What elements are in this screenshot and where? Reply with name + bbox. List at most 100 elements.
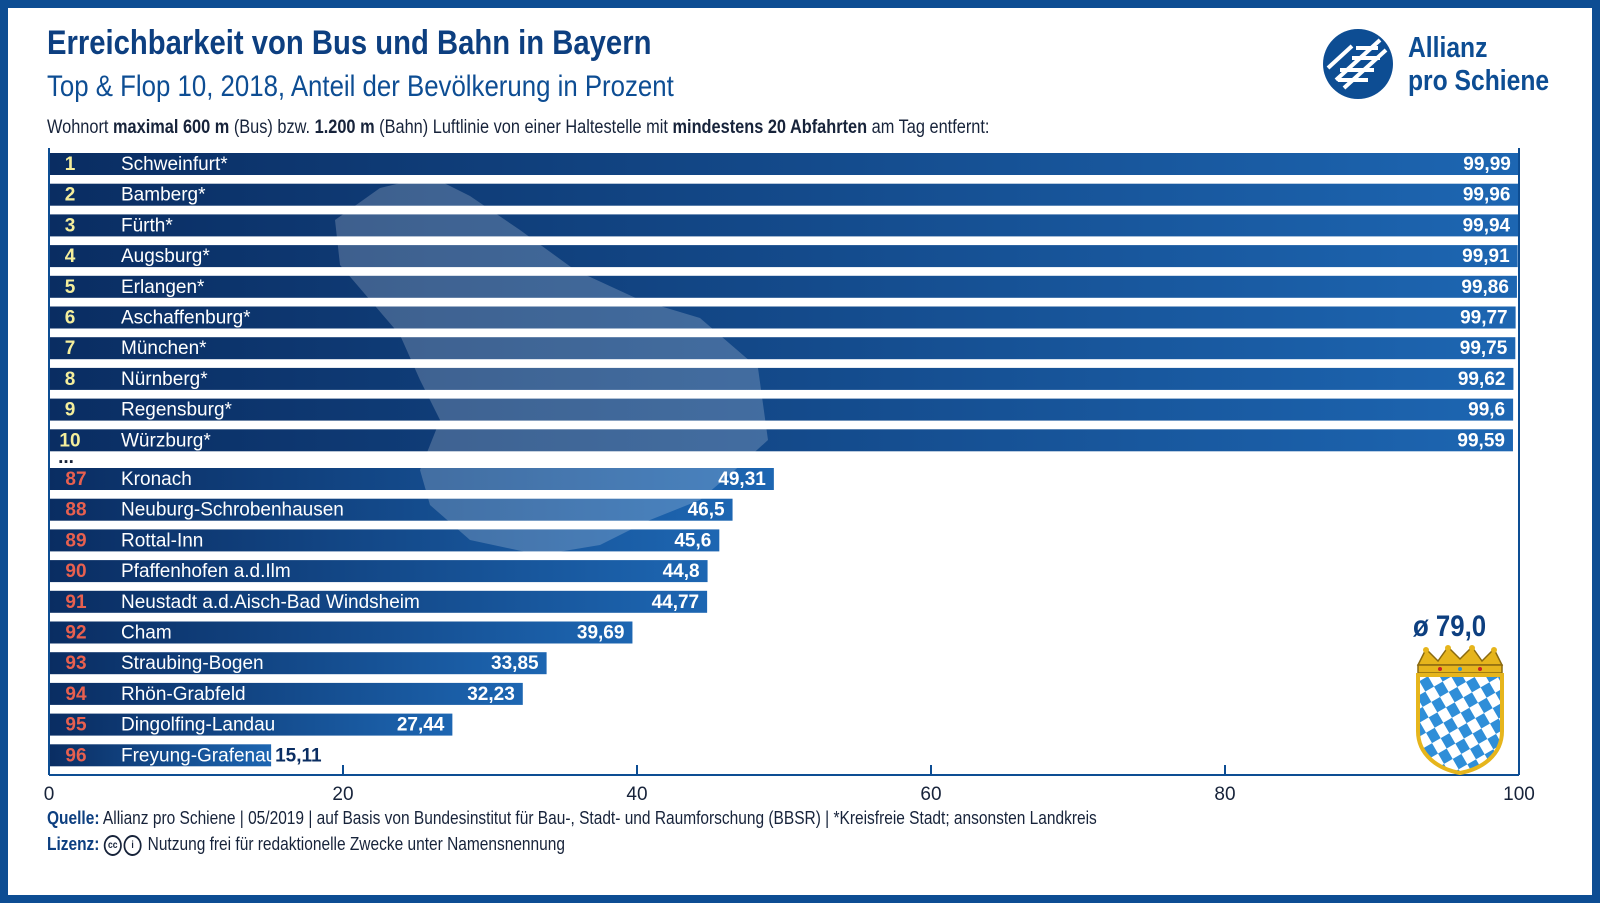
description: Wohnort maximal 600 m (Bus) bzw. 1.200 m… [47,117,989,139]
rank-label: 90 [65,561,86,582]
category-label: Freyung-Grafenau [121,745,276,766]
rank-label: 91 [65,592,87,613]
category-label: Bamberg* [121,185,206,206]
license-label: Lizenz: [47,834,100,854]
data-label: 99,77 [1460,308,1508,329]
data-label: 33,85 [491,653,539,674]
desc-part: (Bahn) Luftlinie von einer Haltestelle m… [374,117,673,138]
category-label: Rhön-Grabfeld [121,684,246,705]
category-label: Neuburg-Schrobenhausen [121,500,344,521]
license-line: Lizenz: cc i Nutzung frei für redaktionel… [47,834,565,856]
rank-label: 87 [65,469,86,490]
rank-label: 88 [65,500,86,521]
bar [49,214,1519,237]
desc-part: maximal 600 m [113,117,230,138]
source-text: Allianz pro Schiene | 05/2019 | auf Basi… [102,808,1097,828]
rank-label: 1 [65,154,76,175]
category-label: Regensburg* [121,400,233,421]
bar [49,744,272,767]
category-label: Augsburg* [121,246,210,267]
data-label: 32,23 [467,684,515,705]
page-title: Erreichbarkeit von Bus und Bahn in Bayer… [47,24,652,62]
bar [49,652,547,675]
bar [49,153,1519,175]
rank-label: 2 [65,185,76,206]
data-label: 99,62 [1458,369,1506,390]
category-label: München* [121,338,207,359]
bar [49,621,633,644]
data-label: 27,44 [397,715,445,736]
data-label: 45,6 [674,530,711,551]
desc-part: (Bus) bzw. [229,117,315,138]
data-label: 99,99 [1463,154,1511,175]
rank-label: 3 [65,215,76,236]
bar [49,398,1514,421]
data-label: 99,91 [1462,246,1510,267]
page-subtitle: Top & Flop 10, 2018, Anteil der Bevölker… [47,70,674,103]
bar [49,529,720,552]
rank-label: 9 [65,400,76,421]
x-tick-label: 80 [1214,784,1235,805]
desc-part: 1.200 m [314,117,375,138]
bar [49,590,708,613]
category-label: Pfaffenhofen a.d.Ilm [121,561,291,582]
desc-part: Wohnort [47,117,114,138]
license-text: Nutzung frei für redaktionelle Zwecke un… [147,834,565,854]
x-tick-label: 40 [626,784,647,805]
category-label: Dingolfing-Landau [121,715,275,736]
bar [49,306,1516,329]
category-label: Rottal-Inn [121,530,203,551]
data-label: 99,96 [1463,185,1511,206]
desc-part: mindestens 20 Abfahrten [672,117,868,138]
data-label: 44,77 [652,592,700,613]
bar [49,337,1516,360]
brand-name: Allianz pro Schiene [1408,32,1549,98]
desc-part: am Tag entfernt: [867,117,990,138]
source-label: Quelle: [47,808,100,828]
category-label: Kronach [121,469,192,490]
attribution-icon: i [123,834,142,856]
rank-label: 8 [65,369,76,390]
x-tick-label: 0 [44,784,55,805]
bar [49,713,453,736]
category-label: Cham [121,623,172,644]
rank-label: 89 [65,530,86,551]
category-label: Fürth* [121,215,173,236]
category-label: Straubing-Bogen [121,653,264,674]
brand-line-1: Allianz [1408,32,1488,64]
category-label: Schweinfurt* [121,154,228,175]
bar [49,183,1519,206]
category-label: Neustadt a.d.Aisch-Bad Windsheim [121,592,420,613]
data-label: 46,5 [688,500,725,521]
brand-line-2: pro Schiene [1408,65,1550,97]
rank-label: 6 [65,308,76,329]
data-label: 99,86 [1461,277,1509,298]
rank-label: 93 [65,653,86,674]
average-value: ø 79,0 [1413,610,1487,643]
x-tick-label: 60 [920,784,941,805]
category-label: Würzburg* [121,430,211,451]
bar [49,275,1517,298]
bar [49,682,523,705]
data-label: 49,31 [718,469,766,490]
category-label: Aschaffenburg* [121,308,251,329]
bavaria-crest-icon [1416,645,1504,775]
data-label: 99,75 [1460,338,1508,359]
gap-marker: ... [58,447,74,468]
bavaria-map-silhouette [335,176,768,555]
category-label: Erlangen* [121,277,205,298]
rank-label: 94 [65,684,87,705]
data-label: 39,69 [577,623,625,644]
cc-icon: cc [103,834,122,856]
category-label: Nürnberg* [121,369,208,390]
bar [49,245,1518,268]
allianz-pro-schiene-logo-icon [1323,29,1393,99]
source-line: Quelle: Allianz pro Schiene | 05/2019 | … [47,808,1097,829]
data-label: 99,94 [1463,215,1511,236]
x-tick-label: 100 [1503,784,1535,805]
data-label: 99,59 [1457,430,1505,451]
data-label: 99,6 [1468,400,1505,421]
data-label: 15,11 [275,745,322,766]
